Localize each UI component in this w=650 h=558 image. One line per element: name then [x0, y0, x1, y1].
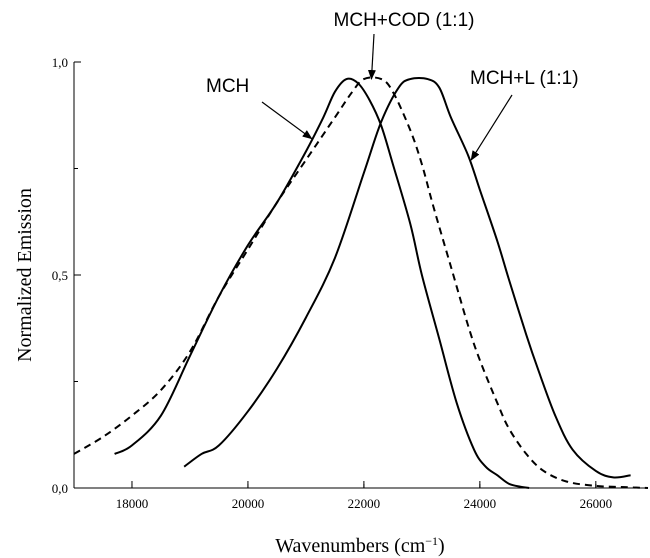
annotation-arrow: [262, 102, 312, 139]
x-tick-label: 24000: [464, 496, 497, 511]
series-layer: [74, 77, 648, 488]
annotation-arrow: [471, 95, 512, 160]
plot-area: [74, 62, 648, 488]
y-axis-title: Normalized Emission: [14, 188, 36, 362]
annotation-label: MCH: [206, 76, 249, 97]
x-tick-label: 22000: [348, 496, 381, 511]
y-ticks: 0,0 0,5 1,0: [52, 55, 81, 496]
y-tick-label: 0,5: [52, 268, 68, 283]
series-line-3: [184, 78, 630, 478]
x-ticks: 18000 20000 22000 24000 26000: [116, 481, 612, 511]
series-line-1: [115, 79, 530, 488]
annotation-arrow: [371, 34, 374, 79]
x-tick-label: 26000: [580, 496, 613, 511]
x-tick-label: 20000: [232, 496, 265, 511]
x-axis-title: Wavenumbers (cm−1): [275, 534, 444, 557]
series-line-2: [74, 77, 648, 488]
annotations: MCH MCH+COD (1:1) MCH+L (1:1): [206, 10, 579, 160]
annotation-label: MCH+COD (1:1): [334, 10, 475, 31]
y-tick-label: 1,0: [52, 55, 68, 70]
x-tick-label: 18000: [116, 496, 149, 511]
annotation-label: MCH+L (1:1): [470, 68, 579, 89]
y-tick-label: 0,0: [52, 481, 68, 496]
